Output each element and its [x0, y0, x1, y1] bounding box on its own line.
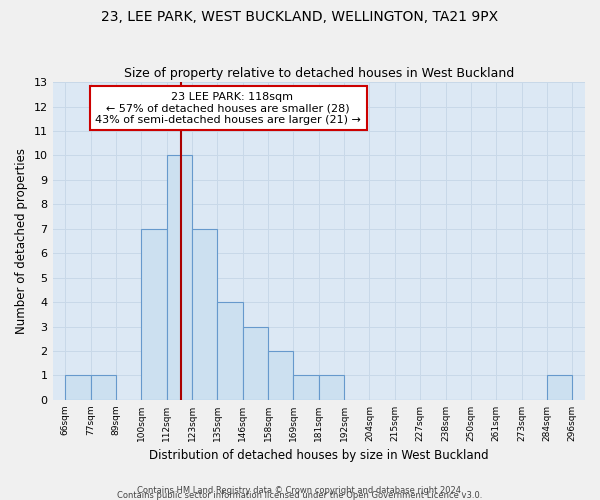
Text: Contains public sector information licensed under the Open Government Licence v3: Contains public sector information licen…	[118, 491, 482, 500]
Bar	[167, 156, 192, 400]
Bar	[268, 351, 293, 400]
Title: Size of property relative to detached houses in West Buckland: Size of property relative to detached ho…	[124, 66, 514, 80]
Bar	[293, 376, 319, 400]
Bar	[65, 376, 91, 400]
Bar	[91, 376, 116, 400]
Bar	[243, 326, 268, 400]
X-axis label: Distribution of detached houses by size in West Buckland: Distribution of detached houses by size …	[149, 450, 488, 462]
Text: Contains HM Land Registry data © Crown copyright and database right 2024.: Contains HM Land Registry data © Crown c…	[137, 486, 463, 495]
Text: 23, LEE PARK, WEST BUCKLAND, WELLINGTON, TA21 9PX: 23, LEE PARK, WEST BUCKLAND, WELLINGTON,…	[101, 10, 499, 24]
Bar	[547, 376, 572, 400]
Bar	[141, 229, 167, 400]
Y-axis label: Number of detached properties: Number of detached properties	[15, 148, 28, 334]
Bar	[217, 302, 243, 400]
Bar	[192, 229, 217, 400]
Bar	[319, 376, 344, 400]
Text: 23 LEE PARK: 118sqm
← 57% of detached houses are smaller (28)
43% of semi-detach: 23 LEE PARK: 118sqm ← 57% of detached ho…	[95, 92, 361, 125]
